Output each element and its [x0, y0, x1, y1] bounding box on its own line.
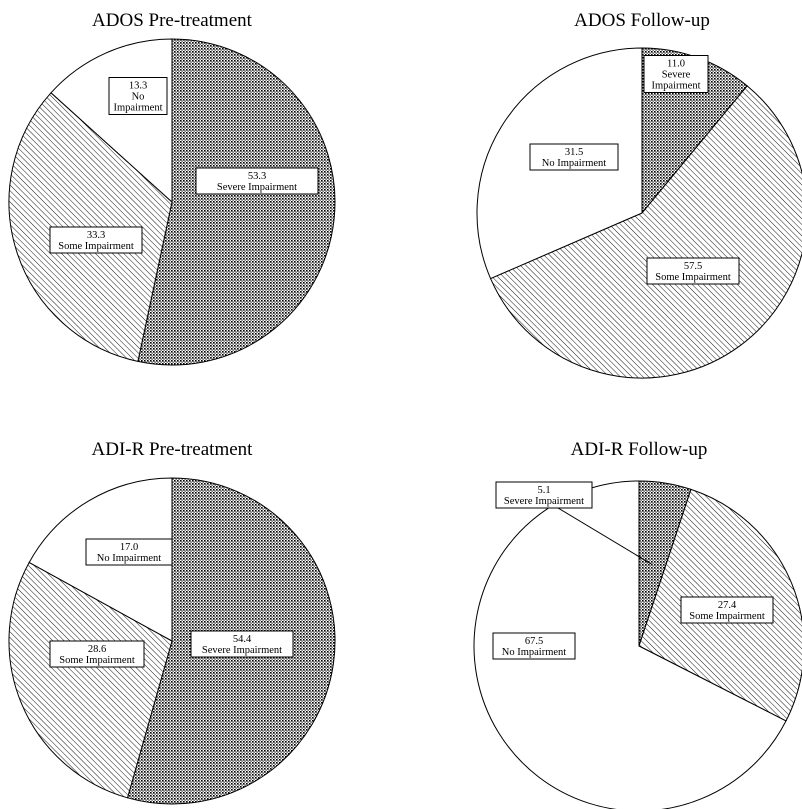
slice-name-label: Some Impairment	[59, 655, 135, 666]
slice-value-label: 5.1	[537, 485, 550, 496]
slice-name-label: Some Impairment	[689, 611, 765, 622]
slice-value-label: 53.3	[248, 171, 266, 182]
label-box	[108, 77, 168, 115]
label-box	[495, 481, 593, 509]
slice-name-label: Impairment	[652, 81, 701, 92]
label-box	[646, 257, 740, 285]
label-box	[680, 596, 774, 624]
slice-name-label: Some Impairment	[655, 272, 731, 283]
slice-value-label: 67.5	[525, 636, 543, 647]
label-box	[492, 632, 576, 660]
slice-name-label: Impairment	[114, 103, 163, 114]
slice-name-label: No Impairment	[97, 553, 162, 564]
slice-name-label: No Impairment	[502, 647, 567, 658]
slice-label-no-impairment: 67.5No Impairment	[492, 632, 576, 660]
slice-name-label: Some Impairment	[58, 241, 134, 252]
slice-name-label: Severe Impairment	[202, 645, 282, 656]
label-leader-line	[557, 507, 653, 565]
slice-value-label: 28.6	[88, 644, 106, 655]
chart-title: ADOS Pre-treatment	[92, 10, 253, 31]
pie-slice-severe-impairment	[137, 38, 336, 366]
slice-label-no-impairment: 17.0No Impairment	[85, 538, 173, 566]
slice-value-label: 54.4	[233, 634, 252, 645]
chart-title: ADI-R Pre-treatment	[92, 439, 254, 460]
pie-slice-some-impairment	[8, 561, 173, 799]
slice-value-label: 27.4	[718, 600, 737, 611]
label-box	[49, 226, 143, 254]
slice-name-label: Severe	[662, 70, 691, 81]
label-box	[529, 143, 619, 171]
label-box	[643, 55, 709, 93]
label-box	[49, 640, 145, 668]
slice-value-label: 31.5	[565, 147, 583, 158]
label-box	[195, 167, 319, 195]
label-box	[85, 538, 173, 566]
slice-value-label: 57.5	[684, 261, 702, 272]
slice-name-label: No Impairment	[542, 158, 607, 169]
pie-slice-no-impairment	[473, 480, 787, 809]
slice-name-label: Severe Impairment	[217, 182, 297, 193]
slice-label-no-impairment: 31.5No Impairment	[529, 143, 619, 171]
chart-title: ADOS Follow-up	[574, 10, 710, 31]
slice-name-label: No	[132, 92, 145, 103]
slice-value-label: 11.0	[667, 59, 685, 70]
pie-slice-some-impairment	[489, 85, 802, 379]
slice-value-label: 13.3	[129, 81, 147, 92]
slice-value-label: 17.0	[120, 542, 138, 553]
chart-title: ADI-R Follow-up	[571, 439, 708, 460]
label-box	[190, 630, 294, 658]
slice-name-label: Severe Impairment	[504, 496, 584, 507]
slice-value-label: 33.3	[87, 230, 105, 241]
